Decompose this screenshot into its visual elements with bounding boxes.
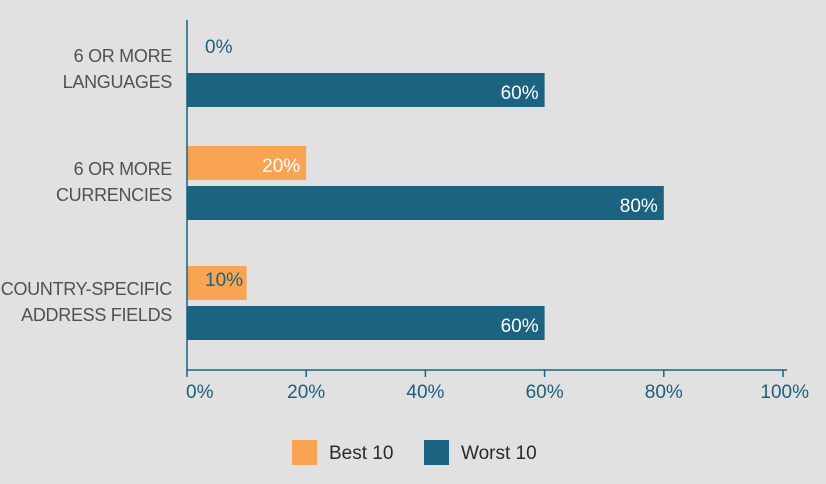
x-tick-label: 20% [287, 382, 325, 403]
category-label: 6 OR MORE [74, 159, 173, 179]
x-tick-label: 100% [760, 382, 809, 403]
category-labels: 6 OR MORE LANGUAGES 6 OR MORE CURRENCIES COU… [1, 46, 173, 325]
category-label: ADDRESS FIELDS [21, 305, 172, 325]
x-tick-label: 60% [526, 382, 564, 403]
legend: Best 10 Worst 10 [292, 440, 537, 465]
bar-best-10 [187, 146, 307, 180]
bars [187, 73, 664, 340]
bar-value-label: 60% [501, 83, 539, 104]
bar-worst-10 [187, 306, 545, 340]
category-label: LANGUAGES [63, 72, 173, 92]
category-label: CURRENCIES [56, 185, 172, 205]
bar-value-labels: 0% 20% 10% 60% 80% 60% [205, 37, 658, 337]
x-tick-label: 40% [406, 382, 444, 403]
x-tick-label: 0% [186, 382, 214, 403]
legend-swatch [292, 440, 317, 465]
bar-value-label: 0% [205, 37, 233, 58]
bar-value-label: 80% [620, 196, 658, 217]
bar-value-label: 20% [262, 156, 300, 177]
legend-label: Worst 10 [461, 443, 537, 464]
x-tick-label: 80% [645, 382, 683, 403]
x-axis-ticks: 0% 20% 40% 60% 80% 100% [186, 370, 809, 403]
category-label: 6 OR MORE [74, 46, 173, 66]
bar-worst-10 [187, 186, 664, 220]
legend-swatch [424, 440, 449, 465]
legend-label: Best 10 [329, 443, 393, 464]
category-label: COUNTRY-SPECIFIC [1, 279, 173, 299]
bar-value-label: 60% [501, 316, 539, 337]
bar-worst-10 [187, 73, 545, 107]
bar-value-label: 10% [205, 270, 243, 291]
bar-best-10 [187, 266, 247, 300]
